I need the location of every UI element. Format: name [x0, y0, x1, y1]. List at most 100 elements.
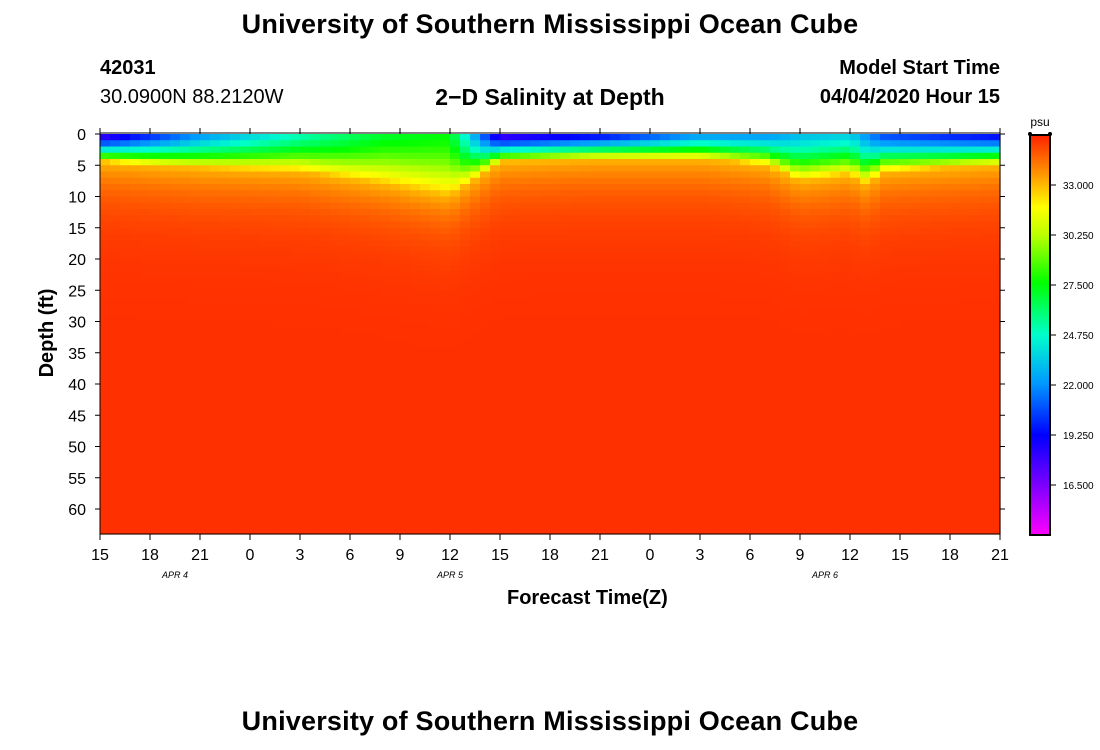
heatmap-cell	[760, 296, 771, 304]
heatmap-cell	[730, 177, 741, 185]
heatmap-cell	[270, 309, 281, 316]
heatmap-cell	[770, 171, 781, 179]
heatmap-cell	[380, 284, 391, 291]
heatmap-cell	[830, 309, 841, 316]
heatmap-cell	[390, 215, 401, 223]
heatmap-cell	[350, 421, 361, 429]
heatmap-cell	[390, 515, 401, 523]
heatmap-cell	[840, 171, 851, 179]
heatmap-cell	[680, 496, 691, 504]
heatmap-cell	[370, 277, 381, 285]
heatmap-cell	[570, 252, 581, 260]
heatmap-cell	[790, 459, 801, 466]
heatmap-cell	[690, 171, 701, 179]
heatmap-cell	[190, 190, 201, 198]
heatmap-cell	[780, 521, 791, 529]
heatmap-cell	[460, 421, 471, 429]
heatmap-cell	[350, 484, 361, 491]
heatmap-cell	[870, 152, 881, 160]
heatmap-cell	[640, 321, 651, 329]
heatmap-cell	[500, 140, 511, 148]
heatmap-cell	[850, 515, 861, 523]
heatmap-cell	[650, 496, 661, 504]
heatmap-cell	[480, 521, 491, 529]
heatmap-cell	[200, 434, 211, 441]
heatmap-cell	[650, 321, 661, 329]
heatmap-cell	[720, 465, 731, 473]
heatmap-cell	[420, 359, 431, 366]
heatmap-cell	[710, 527, 721, 535]
heatmap-cell	[130, 415, 141, 423]
heatmap-cell	[630, 190, 641, 198]
heatmap-cell	[400, 409, 411, 416]
heatmap-cell	[170, 177, 181, 185]
heatmap-cell	[430, 415, 441, 423]
heatmap-cell	[240, 202, 251, 210]
heatmap-cell	[540, 184, 551, 191]
heatmap-cell	[340, 346, 351, 354]
heatmap-cell	[600, 521, 611, 529]
heatmap-cell	[570, 359, 581, 366]
heatmap-cell	[270, 296, 281, 304]
heatmap-cell	[320, 496, 331, 504]
heatmap-cell	[530, 315, 541, 323]
heatmap-cell	[540, 284, 551, 291]
heatmap-cell	[290, 396, 301, 404]
heatmap-cell	[260, 396, 271, 404]
heatmap-cell	[330, 402, 341, 410]
heatmap-cell	[580, 452, 591, 460]
heatmap-cell	[510, 202, 521, 210]
heatmap-cell	[240, 396, 251, 404]
heatmap-cell	[680, 384, 691, 391]
heatmap-cell	[320, 209, 331, 216]
heatmap-cell	[860, 240, 871, 248]
heatmap-cell	[730, 477, 741, 485]
heatmap-cell	[680, 184, 691, 191]
heatmap-cell	[130, 365, 141, 373]
heatmap-cell	[150, 465, 161, 473]
heatmap-cell	[620, 452, 631, 460]
heatmap-cell	[630, 502, 641, 510]
heatmap-cell	[640, 502, 651, 510]
heatmap-cell	[580, 509, 591, 516]
heatmap-cell	[800, 452, 811, 460]
heatmap-cell	[590, 396, 601, 404]
heatmap-cell	[540, 315, 551, 323]
heatmap-cell	[250, 140, 261, 148]
heatmap-cell	[440, 296, 451, 304]
heatmap-cell	[500, 465, 511, 473]
heatmap-cell	[220, 446, 231, 454]
heatmap-cell	[160, 309, 171, 316]
heatmap-cell	[800, 527, 811, 535]
heatmap-cell	[320, 252, 331, 260]
heatmap-cell	[660, 402, 671, 410]
heatmap-cell	[250, 390, 261, 398]
heatmap-cell	[500, 484, 511, 491]
heatmap-cell	[840, 265, 851, 273]
heatmap-cell	[250, 265, 261, 273]
heatmap-cell	[660, 165, 671, 173]
heatmap-cell	[470, 171, 481, 179]
heatmap-cell	[240, 484, 251, 491]
heatmap-cell	[450, 390, 461, 398]
heatmap-cell	[300, 296, 311, 304]
heatmap-cell	[860, 490, 871, 498]
heatmap-cell	[340, 284, 351, 291]
heatmap-cell	[420, 171, 431, 179]
heatmap-cell	[230, 471, 241, 479]
heatmap-cell	[530, 384, 541, 391]
heatmap-cell	[750, 277, 761, 285]
heatmap-cell	[830, 415, 841, 423]
heatmap-cell	[540, 159, 551, 166]
heatmap-cell	[210, 296, 221, 304]
heatmap-cell	[230, 140, 241, 148]
heatmap-cell	[450, 409, 461, 416]
heatmap-cell	[450, 271, 461, 279]
heatmap-cell	[300, 396, 311, 404]
heatmap-cell	[450, 346, 461, 354]
heatmap-cell	[310, 427, 321, 435]
heatmap-cell	[420, 202, 431, 210]
heatmap-cell	[700, 509, 711, 516]
heatmap-cell	[270, 246, 281, 254]
heatmap-cell	[800, 327, 811, 335]
